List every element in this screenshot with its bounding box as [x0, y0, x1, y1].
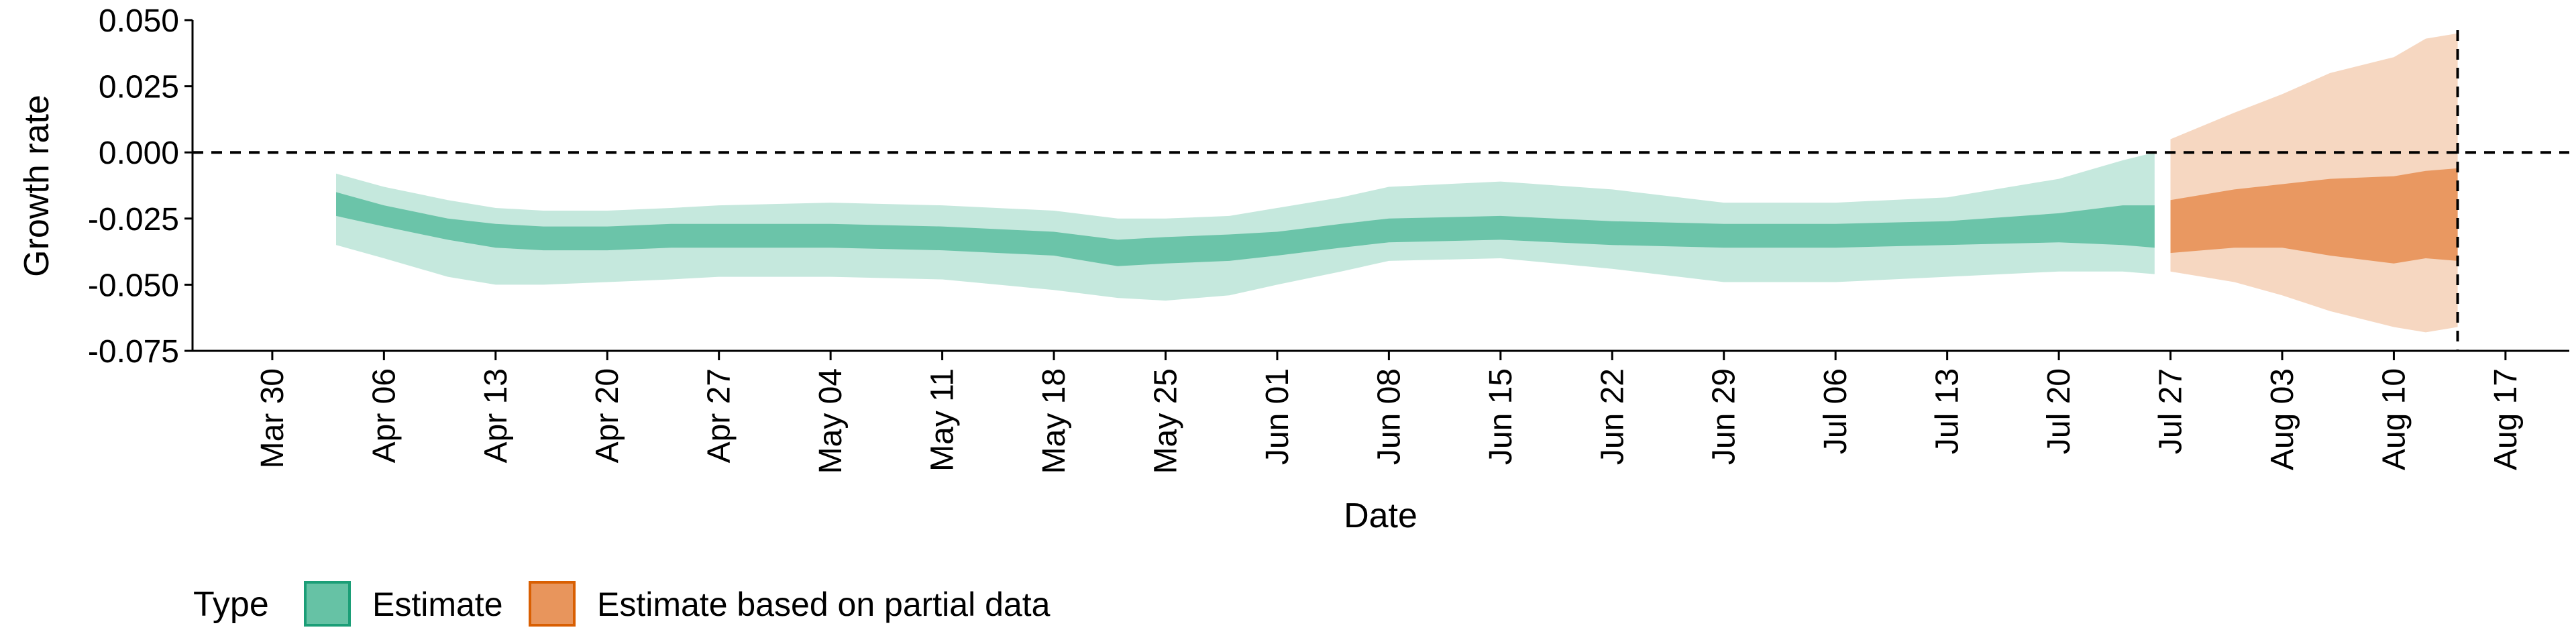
- reference-lines: [193, 30, 2569, 351]
- x-tick-label: Jun 22: [1595, 368, 1630, 465]
- series-1-outer-band: [336, 152, 2155, 301]
- x-tick-label: May 11: [925, 368, 961, 472]
- y-tick-label: -0.025: [88, 202, 179, 237]
- axes: [191, 20, 2569, 352]
- x-tick-label: Apr 13: [478, 368, 514, 463]
- x-tick-label: Jul 27: [2153, 368, 2189, 454]
- legend-title: Type: [193, 585, 269, 624]
- y-tick-label: 0.000: [99, 136, 179, 171]
- x-tick-label: Apr 20: [590, 368, 625, 463]
- y-tick-label: 0.050: [99, 3, 179, 39]
- ribbon-bands: [336, 33, 2458, 333]
- x-tick-label: Aug 17: [2488, 368, 2524, 470]
- x-tick-label: Jul 13: [1930, 368, 1966, 454]
- x-tick-label: Apr 27: [702, 368, 737, 463]
- x-tick-label: May 25: [1148, 368, 1184, 474]
- y-tick-label: -0.075: [88, 334, 179, 370]
- y-axis-label: Growth rate: [17, 95, 56, 277]
- series-1-inner-band: [336, 192, 2155, 266]
- legend-swatch: [304, 581, 351, 627]
- x-tick-label: Jun 01: [1260, 368, 1295, 465]
- x-tick-label: Jul 20: [2041, 368, 2077, 454]
- x-tick-label: Aug 10: [2376, 368, 2412, 470]
- x-tick-label: Jul 06: [1818, 368, 1854, 454]
- legend: Type Estimate Estimate based on partial d…: [193, 581, 1051, 627]
- legend-entry-label: Estimate based on partial data: [597, 586, 1051, 623]
- x-tick-label: Jun 29: [1707, 368, 1742, 465]
- y-tick-label: -0.050: [88, 268, 179, 303]
- x-tick-label: May 04: [813, 368, 849, 474]
- y-tick-label: 0.025: [99, 70, 179, 105]
- x-tick-label: May 18: [1036, 368, 1072, 474]
- legend-swatch: [529, 581, 576, 627]
- x-tick-label: Jun 15: [1483, 368, 1519, 465]
- x-tick-label: Mar 30: [255, 368, 290, 468]
- x-tick-label: Apr 06: [366, 368, 402, 463]
- x-axis-label: Date: [1344, 496, 1417, 535]
- legend-entry-label: Estimate: [372, 586, 503, 623]
- x-tick-label: Jun 08: [1371, 368, 1407, 465]
- x-tick-label: Aug 03: [2265, 368, 2300, 470]
- x-axis-ticks: Mar 30 Apr 06 Apr 13 Apr 20 Apr 27 May 04 May …: [255, 351, 2524, 474]
- y-axis-ticks: 0.050 0.025 0.000 -0.025 -0.050 -0.075: [88, 3, 193, 370]
- series-2-inner-band: [2170, 168, 2458, 264]
- legend-entries: Estimate Estimate based on partial data: [304, 581, 1051, 627]
